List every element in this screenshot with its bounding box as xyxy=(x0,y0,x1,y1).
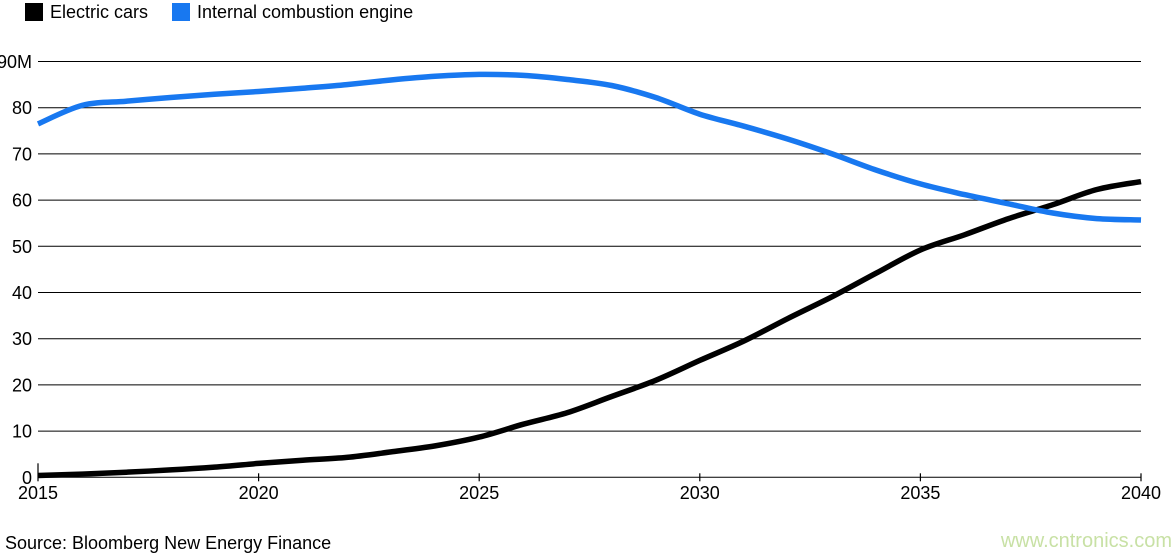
legend-swatch-internal-combustion xyxy=(172,3,190,21)
legend-item-electric-cars: Electric cars xyxy=(25,2,148,22)
series-line-electric-cars xyxy=(37,178,1142,479)
y-tick-label: 60 xyxy=(12,191,32,211)
watermark-text: www.cntronics.com xyxy=(1000,530,1172,552)
x-tick-label: 2015 xyxy=(18,483,58,503)
legend-label-electric-cars: Electric cars xyxy=(50,2,149,22)
x-tick-label: 2035 xyxy=(900,483,940,503)
y-tick-label: 80 xyxy=(12,98,32,118)
series-line-internal-combustion-engine xyxy=(36,71,1142,223)
y-tick-label: 70 xyxy=(12,144,32,164)
legend-swatch-electric-cars xyxy=(25,3,43,21)
y-tick-label: 30 xyxy=(12,329,32,349)
y-tick-label: 40 xyxy=(12,283,32,303)
y-tick-label: 0 xyxy=(22,468,32,488)
y-tick-label: 50 xyxy=(12,237,32,257)
x-tick-label: 2020 xyxy=(239,483,279,503)
x-tick-label: 2030 xyxy=(680,483,720,503)
legend-label-internal-combustion: Internal combustion engine xyxy=(197,2,414,22)
source-credit: Source: Bloomberg New Energy Finance xyxy=(5,533,332,553)
y-tick-label: 20 xyxy=(12,375,32,395)
y-tick-label: 10 xyxy=(12,422,32,442)
y-tick-label: 90M xyxy=(0,52,32,72)
legend-item-internal-combustion: Internal combustion engine xyxy=(172,2,413,22)
x-tick-label: 2025 xyxy=(459,483,499,503)
x-tick-label: 2040 xyxy=(1121,483,1161,503)
